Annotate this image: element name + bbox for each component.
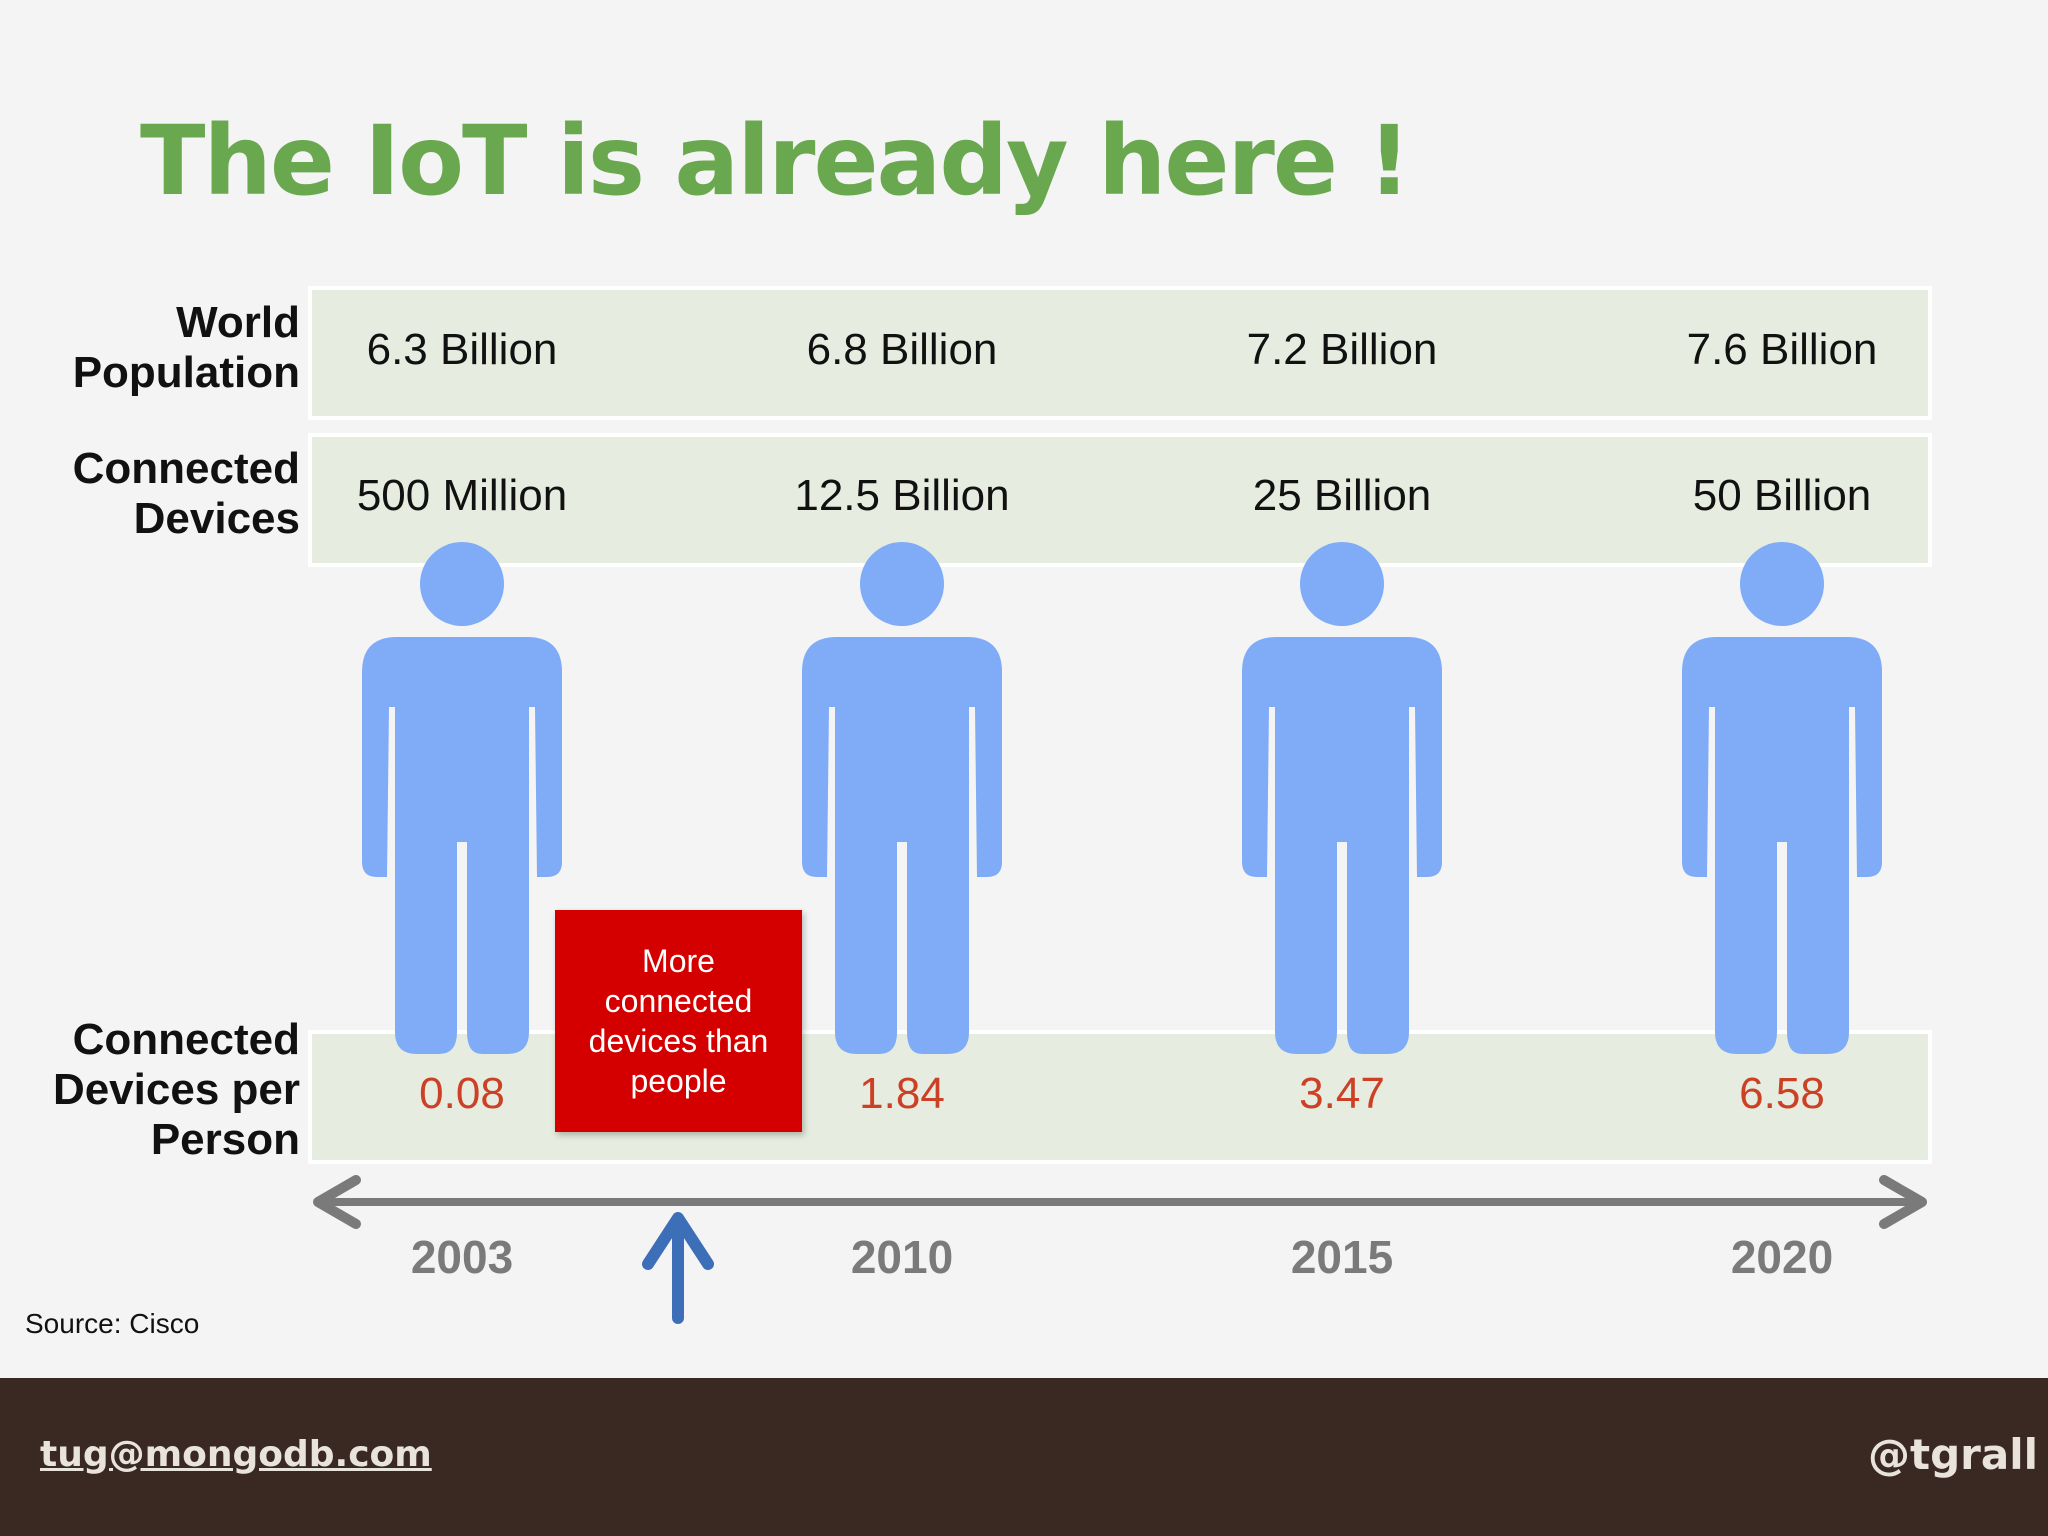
row-label-line: Connected	[72, 1015, 300, 1064]
year-label: 2003	[410, 1231, 514, 1283]
connected-devices-value: 50 Billion	[1692, 471, 1872, 520]
person-icon	[362, 542, 562, 1054]
connected-devices-value: 25 Billion	[1252, 471, 1432, 520]
person-icon	[1682, 542, 1882, 1054]
world-population-band	[308, 286, 1932, 420]
devices-per-person-value: 1.84	[859, 1069, 945, 1118]
year-label: 2010	[850, 1231, 954, 1283]
footer-bar: tug@mongodb.com @tgrall	[0, 1378, 2048, 1536]
connected-devices-value: 500 Million	[356, 471, 568, 520]
row-label-line: Devices	[133, 494, 300, 543]
world-population-value: 6.3 Billion	[366, 325, 558, 374]
connected-devices-value: 12.5 Billion	[794, 471, 1010, 520]
timeline-arrow	[313, 1175, 1927, 1229]
devices-per-person-value: 3.47	[1299, 1069, 1385, 1118]
person-icon	[1242, 542, 1442, 1054]
devices-per-person-value: 6.58	[1739, 1069, 1825, 1118]
row-label-line: Connected	[72, 444, 300, 493]
slide-title: The IoT is already here !	[140, 105, 1411, 217]
world-population-value: 6.8 Billion	[806, 325, 998, 374]
source-note: Source: Cisco	[25, 1308, 200, 1339]
row-label-line: Person	[150, 1115, 300, 1164]
person-icon	[802, 542, 1002, 1054]
footer-email-link[interactable]: tug@mongodb.com	[40, 1434, 432, 1475]
callout-text: More connected devices than people	[588, 943, 769, 1099]
devices-per-person-value: 0.08	[419, 1069, 505, 1118]
world-population-value: 7.6 Billion	[1686, 325, 1878, 374]
year-label: 2020	[1730, 1231, 1834, 1283]
row-label-devices-per-person: Connected Devices per Person	[0, 1015, 300, 1165]
row-label-world-population: World Population	[0, 298, 300, 398]
connected-devices-band	[308, 433, 1932, 567]
row-label-connected-devices: Connected Devices	[0, 444, 300, 544]
footer-twitter-handle: @tgrall	[1868, 1430, 2038, 1479]
year-label: 2015	[1290, 1231, 1394, 1283]
row-label-line: Population	[72, 348, 300, 397]
world-population-value: 7.2 Billion	[1246, 325, 1438, 374]
row-label-line: World	[176, 298, 300, 347]
crossover-up-arrow	[642, 1212, 714, 1324]
row-label-line: Devices per	[52, 1065, 300, 1114]
callout-box: More connected devices than people	[555, 910, 802, 1132]
